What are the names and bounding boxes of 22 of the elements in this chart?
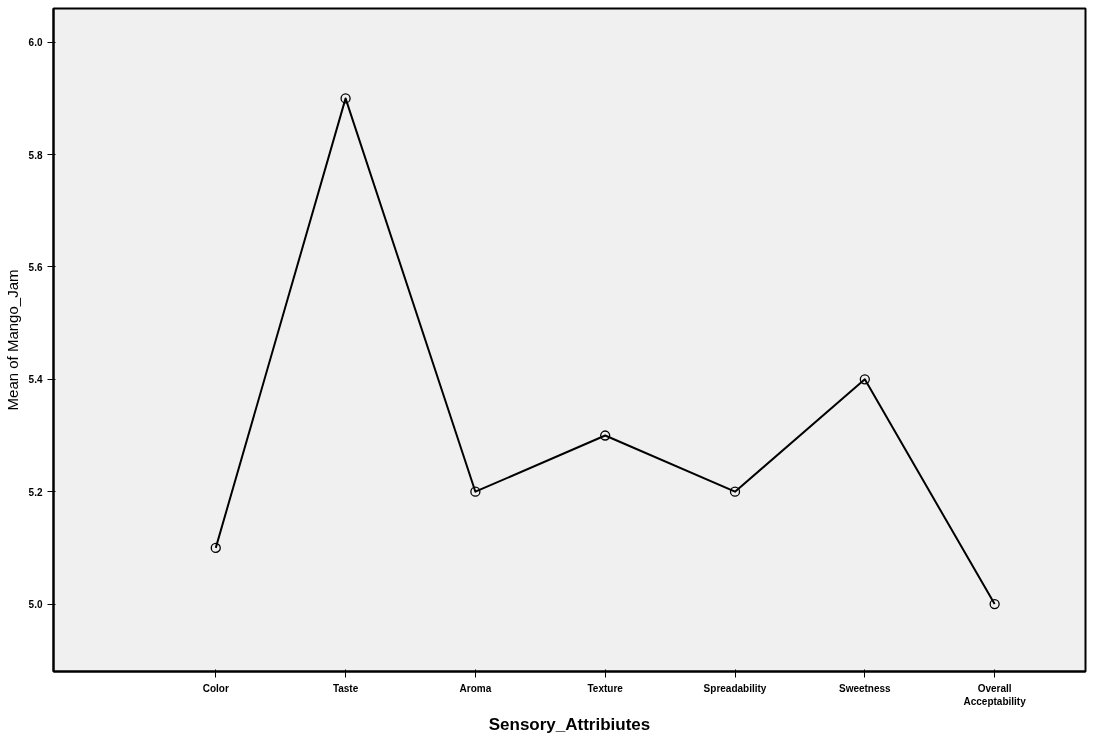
x-tick-label: Taste	[332, 682, 359, 694]
point	[210, 542, 221, 554]
point	[600, 430, 611, 441]
y-tick-label: 5.2	[28, 486, 43, 498]
y-axis-title: Mean of Mango_Jam	[3, 269, 21, 411]
x-tick-label: Sweetness	[838, 682, 892, 694]
y-tick-label: 6.0	[28, 37, 43, 49]
y-tick-label: 5.6	[28, 261, 43, 273]
point	[340, 93, 351, 104]
x-tick-label: Texture	[587, 682, 624, 694]
x-tick-label: Aroma	[459, 682, 492, 694]
x-tick-label: Spreadability	[703, 682, 767, 694]
x-tick-label: Color	[202, 682, 229, 694]
y-tick-label: 5.8	[28, 149, 43, 161]
y-tick-label: 5.0	[28, 599, 43, 611]
point	[859, 374, 870, 385]
point	[989, 598, 1000, 610]
y-tick-label: 5.4	[28, 374, 43, 386]
point	[729, 486, 741, 497]
x-tick-label: Overall Acceptability	[963, 682, 1027, 707]
point	[470, 486, 481, 497]
x-axis-title: Sensory_Attribiutes	[488, 714, 651, 734]
